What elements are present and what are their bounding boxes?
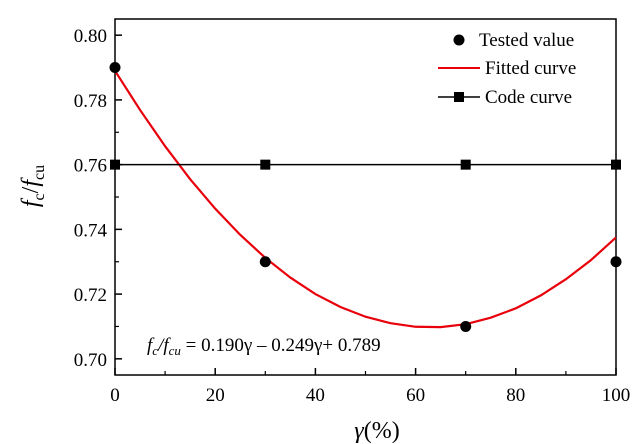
legend: Tested value Fitted curve Code curve [438,30,576,108]
x-tick-label: 40 [306,385,325,406]
legend-label-fitted-curve: Fitted curve [485,58,576,79]
code-curve-point [110,160,120,170]
x-tick-label: 20 [206,385,225,406]
fit-equation: fc/fcu = 0.190γ – 0.249γ+ 0.789 [147,335,381,358]
legend-marker-code-curve [454,92,464,102]
tested-value-point [611,256,622,267]
x-axis-title: γ(%) [354,418,399,444]
x-tick-label: 80 [506,385,525,406]
eq-sub2: cu [169,343,182,358]
tested-value-point [260,256,271,267]
tested-value-point [460,321,471,332]
y-axis-title: fc/fcu [18,165,48,207]
code-curve-point [611,160,621,170]
y-tick-label: 0.74 [74,220,108,241]
code-curve-point [260,160,270,170]
y-tick-label: 0.78 [74,91,107,112]
legend-label-code-curve: Code curve [485,87,572,108]
fitted-curve-line [115,71,616,327]
x-title-unit: (%) [364,418,400,444]
y-tick-label: 0.80 [74,26,107,47]
y-tick-label: 0.76 [74,156,107,177]
legend-marker-tested-value [454,35,465,46]
y-title-sub1: c [31,193,48,200]
x-axis-ticks: 0 20 40 60 80 100 [110,368,630,406]
y-tick-label: 0.72 [74,285,107,306]
eq-rhs: = 0.190γ – 0.249γ+ 0.789 [181,335,381,356]
code-curve-point [461,160,471,170]
x-tick-label: 100 [602,385,631,406]
y-title-sub2: cu [31,165,48,180]
x-tick-label: 0 [110,385,120,406]
tested-value-point [110,62,121,73]
y-tick-label: 0.70 [74,350,107,371]
x-tick-label: 60 [406,385,425,406]
legend-label-tested-value: Tested value [479,30,574,51]
